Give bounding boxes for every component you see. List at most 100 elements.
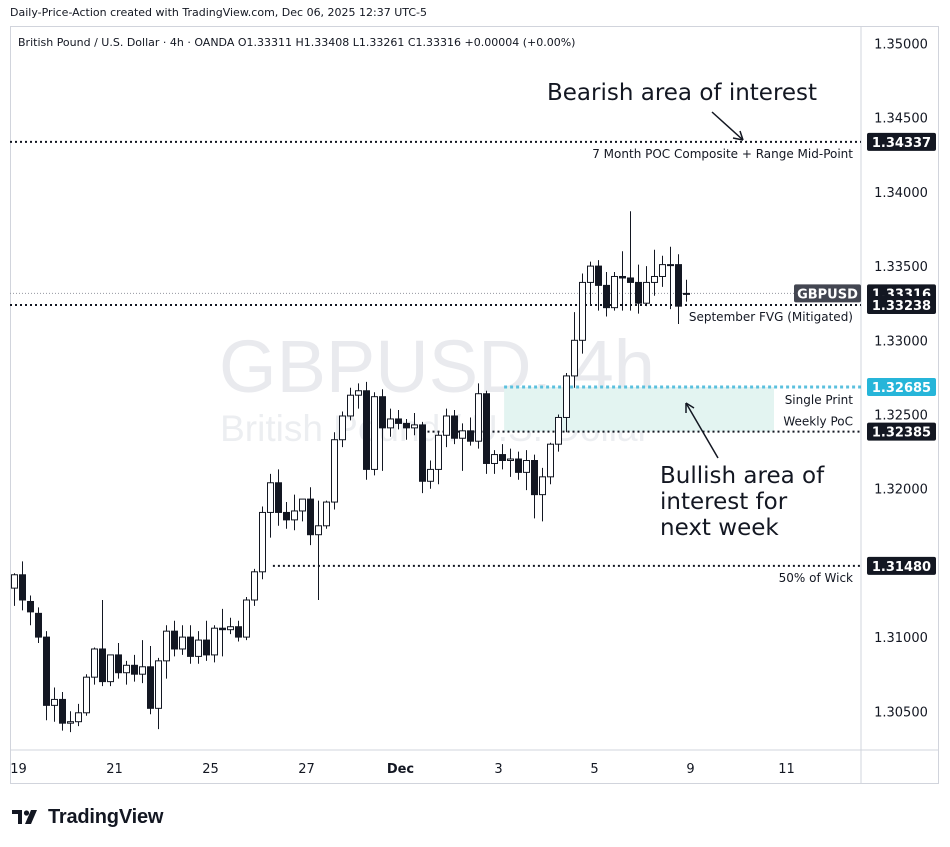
candle-up[interactable] xyxy=(315,525,322,536)
candle-down[interactable] xyxy=(115,654,122,674)
candle-up[interactable] xyxy=(243,599,250,638)
candle-down[interactable] xyxy=(483,393,490,464)
y-tick-label: 1.35000 xyxy=(874,38,928,53)
bearish-annotation: Bearish area of interest xyxy=(547,80,817,106)
candle-down[interactable] xyxy=(627,277,634,283)
candle-down[interactable] xyxy=(131,664,138,675)
y-tick-label: 1.34000 xyxy=(874,186,928,201)
candle-up[interactable] xyxy=(155,660,162,709)
candle-up[interactable] xyxy=(475,393,482,442)
candle-up[interactable] xyxy=(83,676,90,714)
candle-up[interactable] xyxy=(91,648,98,678)
candle-up[interactable] xyxy=(411,424,418,429)
x-tick-label: 9 xyxy=(686,762,694,777)
price-badge xyxy=(867,132,936,151)
candle-up[interactable] xyxy=(539,476,546,496)
candle-down[interactable] xyxy=(395,418,402,424)
candle-up[interactable] xyxy=(299,498,306,512)
candle-up[interactable] xyxy=(163,630,170,662)
candle-up[interactable] xyxy=(491,454,498,464)
candle-up[interactable] xyxy=(347,394,354,417)
candle-up[interactable] xyxy=(267,482,274,513)
candle-up[interactable] xyxy=(179,636,186,650)
candle-down[interactable] xyxy=(43,636,50,706)
candle-up[interactable] xyxy=(75,712,82,723)
candle-up[interactable] xyxy=(259,511,266,573)
candle-up[interactable] xyxy=(211,627,218,656)
candle-down[interactable] xyxy=(219,627,226,631)
candle-up[interactable] xyxy=(563,375,570,418)
candle-down[interactable] xyxy=(451,415,458,439)
candle-down[interactable] xyxy=(531,460,538,496)
candle-down[interactable] xyxy=(283,511,290,521)
candle-up[interactable] xyxy=(459,430,466,439)
candle-up[interactable] xyxy=(387,418,394,429)
tradingview-logo-icon xyxy=(12,809,37,824)
candle-down[interactable] xyxy=(675,264,682,307)
candle-down[interactable] xyxy=(515,458,522,473)
candle-up[interactable] xyxy=(251,571,258,601)
candle-down[interactable] xyxy=(99,648,106,683)
candle-up[interactable] xyxy=(667,264,674,267)
candle-down[interactable] xyxy=(499,454,506,462)
candle-down[interactable] xyxy=(187,636,194,657)
candle-down[interactable] xyxy=(379,396,386,429)
candle-up[interactable] xyxy=(227,626,234,631)
candle-down[interactable] xyxy=(235,626,242,638)
candle-down[interactable] xyxy=(275,482,282,513)
candle-down[interactable] xyxy=(363,390,370,470)
candle-down[interactable] xyxy=(403,422,410,429)
candle-up[interactable] xyxy=(547,443,554,478)
bullish-arrowhead xyxy=(685,402,695,413)
candle-down[interactable] xyxy=(171,630,178,650)
candle-up[interactable] xyxy=(683,292,690,295)
candle-up[interactable] xyxy=(51,698,58,706)
candle-up[interactable] xyxy=(611,275,618,309)
chart-legend: British Pound / U.S. Dollar · 4h · OANDA… xyxy=(18,36,575,49)
candle-up[interactable] xyxy=(427,468,434,482)
candle-down[interactable] xyxy=(147,666,154,709)
candle-up[interactable] xyxy=(291,510,298,521)
candle-down[interactable] xyxy=(603,284,610,309)
candle-up[interactable] xyxy=(651,275,658,283)
candle-up[interactable] xyxy=(107,654,114,683)
candle-up[interactable] xyxy=(571,339,578,377)
candle-down[interactable] xyxy=(635,281,642,304)
x-tick-label: 19 xyxy=(10,762,27,777)
candle-up[interactable] xyxy=(659,264,666,277)
candle-down[interactable] xyxy=(19,574,26,601)
chart-caption: Daily-Price-Action created with TradingV… xyxy=(10,6,428,19)
candle-up[interactable] xyxy=(323,501,330,527)
candle-up[interactable] xyxy=(139,666,146,675)
candle-down[interactable] xyxy=(619,275,626,279)
price-badge-label: 1.33238 xyxy=(872,299,931,314)
candle-up[interactable] xyxy=(11,574,18,589)
candle-up[interactable] xyxy=(523,460,530,473)
candle-up[interactable] xyxy=(643,281,650,304)
candle-down[interactable] xyxy=(419,424,426,482)
candle-down[interactable] xyxy=(35,612,42,638)
candle-up[interactable] xyxy=(443,415,450,436)
candle-down[interactable] xyxy=(59,698,66,724)
candle-up[interactable] xyxy=(355,390,362,396)
candle-up[interactable] xyxy=(331,439,338,503)
candle-down[interactable] xyxy=(27,600,34,613)
candle-down[interactable] xyxy=(307,498,314,536)
level-note: 50% of Wick xyxy=(779,571,853,585)
candle-up[interactable] xyxy=(507,458,514,462)
bearish-arrow xyxy=(711,111,744,141)
candle-up[interactable] xyxy=(587,265,594,283)
candle-up[interactable] xyxy=(435,434,442,470)
candle-down[interactable] xyxy=(467,430,474,442)
candle-up[interactable] xyxy=(371,396,378,470)
candle-down[interactable] xyxy=(595,265,602,286)
candle-up[interactable] xyxy=(555,416,562,445)
x-tick-label: 25 xyxy=(202,762,219,777)
candle-up[interactable] xyxy=(339,415,346,441)
candle-up[interactable] xyxy=(123,664,130,674)
candle-up[interactable] xyxy=(67,721,74,724)
candle-up[interactable] xyxy=(579,281,586,341)
candle-down[interactable] xyxy=(203,639,210,656)
candle-up[interactable] xyxy=(195,639,202,657)
